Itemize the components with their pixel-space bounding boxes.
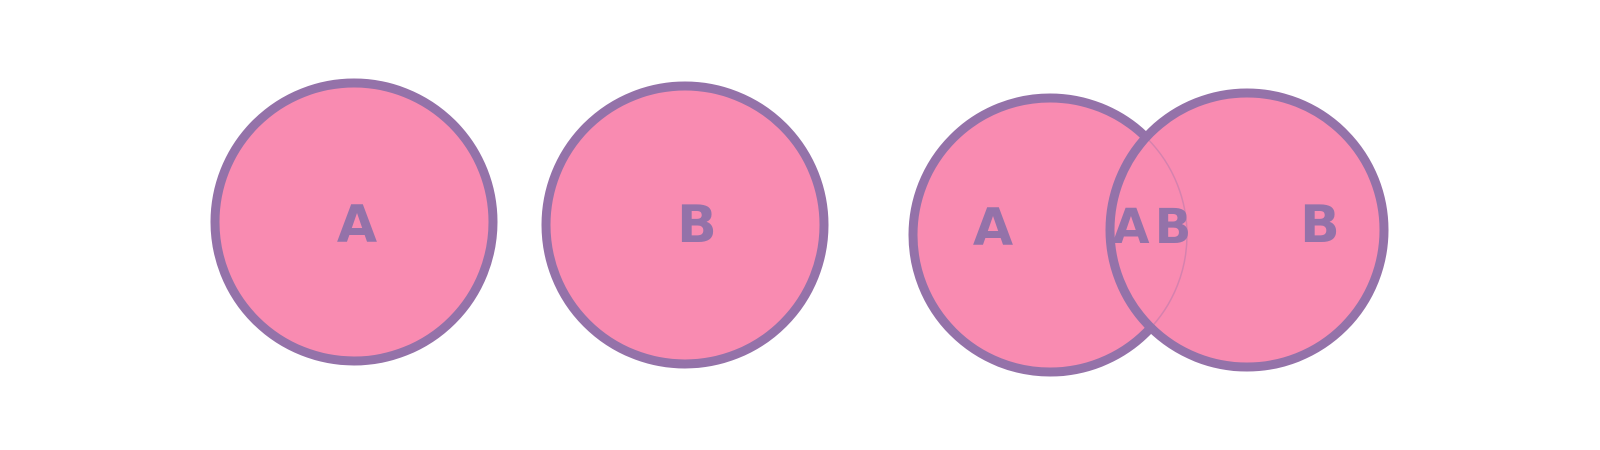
intersection-label-a: A — [1112, 199, 1149, 255]
intersection-boundary — [1110, 97, 1188, 367]
overlap-set-b-label: B — [1300, 195, 1340, 255]
intersection-label-b: B — [1155, 199, 1192, 255]
overlap-set-b-circle — [1105, 88, 1389, 372]
set-a-label: A — [337, 195, 377, 255]
overlap-set-a-label: A — [973, 198, 1013, 258]
overlapping-sets-group: A A B B — [908, 88, 1389, 377]
set-b-circle — [541, 81, 829, 369]
set-a-circle — [210, 78, 498, 366]
separate-sets-group: A B — [210, 78, 829, 369]
set-b-label: B — [677, 195, 717, 255]
